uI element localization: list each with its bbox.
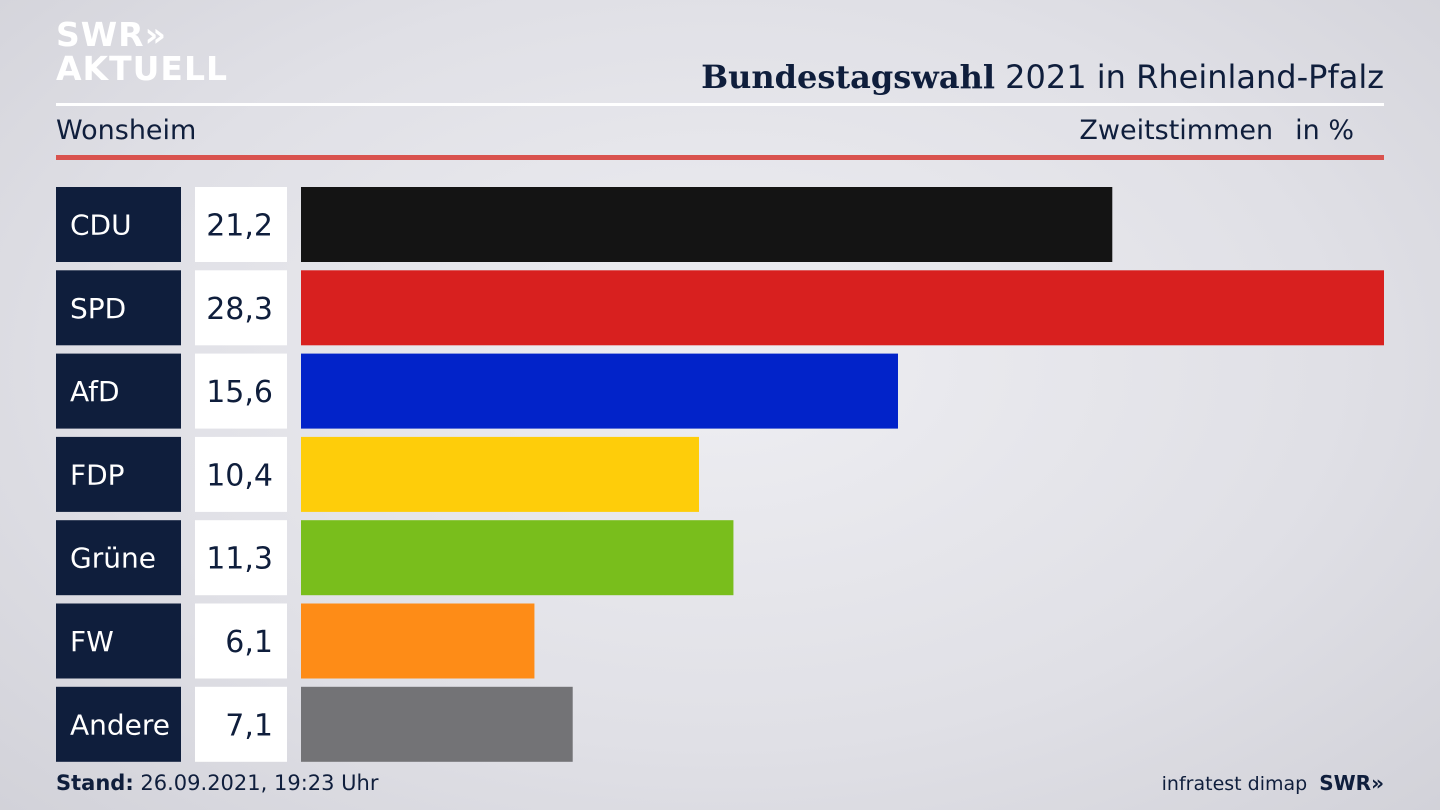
bar-cdu bbox=[301, 187, 1113, 262]
value-box-cdu bbox=[195, 187, 287, 262]
value-label-cdu: 21,2 bbox=[206, 209, 273, 244]
value-box-afd bbox=[195, 353, 287, 429]
party-label-box-spd bbox=[56, 270, 181, 346]
party-label-fdp: FDP bbox=[70, 458, 125, 491]
source-credit: infratest dimap SWR» bbox=[1162, 771, 1384, 795]
bar-andere bbox=[301, 686, 573, 762]
value-box-gr-ne bbox=[195, 520, 287, 596]
chart-title-rest: 2021 in Rheinland-Pfalz bbox=[995, 58, 1384, 96]
value-box-spd bbox=[195, 270, 287, 346]
party-label-spd: SPD bbox=[70, 292, 126, 325]
bar-afd bbox=[301, 353, 898, 429]
party-label-fw: FW bbox=[70, 625, 114, 658]
bar-fdp bbox=[301, 436, 699, 512]
location-label: Wonsheim bbox=[56, 115, 197, 146]
party-label-box-fdp bbox=[56, 436, 181, 512]
chart-title: Bundestagswahl 2021 in Rheinland-Pfalz bbox=[701, 58, 1384, 96]
party-label-box-gr-ne bbox=[56, 520, 181, 596]
measure-text: Zweitstimmen bbox=[1079, 115, 1274, 146]
value-label-fdp: 10,4 bbox=[206, 458, 273, 493]
chart-title-bold: Bundestagswahl bbox=[701, 58, 995, 96]
party-label-andere: Andere bbox=[70, 708, 170, 741]
measure-label: Zweitstimmen in % bbox=[1079, 115, 1354, 146]
bar-fw bbox=[301, 603, 535, 679]
swr-aktuell-logo: SWR» AKTUELL bbox=[56, 18, 228, 86]
value-label-gr-ne: 11,3 bbox=[206, 542, 273, 577]
logo-line-1: SWR» bbox=[56, 15, 167, 54]
value-label-fw: 6,1 bbox=[225, 625, 273, 660]
timestamp-label: Stand: bbox=[56, 771, 134, 795]
unit-text: in % bbox=[1295, 115, 1354, 146]
accent-divider bbox=[56, 155, 1384, 160]
source-text: infratest dimap bbox=[1161, 773, 1308, 795]
value-label-afd: 15,6 bbox=[206, 375, 273, 410]
swr-brand-logo: SWR» bbox=[1319, 771, 1384, 795]
logo-line-2: AKTUELL bbox=[56, 49, 229, 88]
timestamp: Stand: 26.09.2021, 19:23 Uhr bbox=[56, 771, 379, 795]
party-label-box-cdu bbox=[56, 187, 181, 262]
bar-gr-ne bbox=[301, 520, 734, 596]
party-label-cdu: CDU bbox=[70, 209, 132, 242]
value-box-andere bbox=[195, 686, 287, 762]
party-label-box-fw bbox=[56, 603, 181, 679]
value-label-andere: 7,1 bbox=[225, 708, 273, 743]
value-label-spd: 28,3 bbox=[206, 292, 273, 327]
party-label-afd: AfD bbox=[70, 375, 120, 408]
header-divider bbox=[56, 103, 1384, 106]
party-label-box-afd bbox=[56, 353, 181, 429]
party-label-gr-ne: Grüne bbox=[70, 542, 156, 575]
value-box-fdp bbox=[195, 436, 287, 512]
bar-spd bbox=[301, 270, 1384, 346]
timestamp-value: 26.09.2021, 19:23 Uhr bbox=[133, 771, 379, 795]
party-label-box-andere bbox=[56, 686, 181, 762]
value-box-fw bbox=[195, 603, 287, 679]
